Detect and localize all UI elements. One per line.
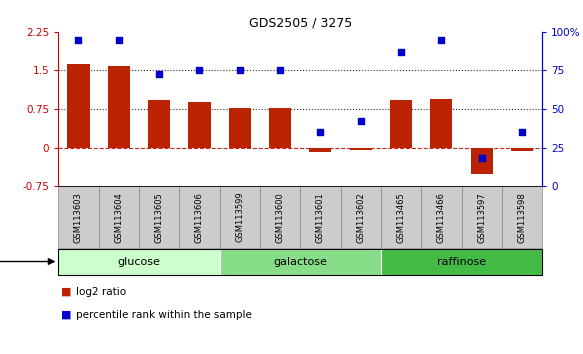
- Text: GSM113597: GSM113597: [477, 192, 486, 242]
- Bar: [108, 66, 130, 148]
- Text: GSM113466: GSM113466: [437, 192, 446, 242]
- Point: [517, 130, 526, 135]
- Bar: [58, 186, 99, 248]
- Point: [74, 37, 83, 42]
- Point: [235, 68, 244, 73]
- Bar: [229, 108, 251, 148]
- Bar: [310, 148, 332, 152]
- Bar: [260, 186, 300, 248]
- Point: [356, 119, 366, 124]
- Point: [154, 71, 164, 76]
- Bar: [220, 186, 260, 248]
- Bar: [390, 100, 412, 148]
- Point: [195, 68, 204, 73]
- Point: [477, 156, 486, 161]
- Bar: [381, 250, 542, 275]
- Text: log2 ratio: log2 ratio: [76, 287, 126, 297]
- Bar: [269, 108, 291, 148]
- Text: glucose: glucose: [118, 257, 160, 267]
- Bar: [139, 186, 180, 248]
- Title: GDS2505 / 3275: GDS2505 / 3275: [248, 16, 352, 29]
- Bar: [430, 99, 452, 148]
- Text: raffinose: raffinose: [437, 257, 486, 267]
- Text: GSM113604: GSM113604: [114, 192, 123, 242]
- Point: [396, 49, 406, 55]
- Bar: [300, 186, 340, 248]
- Bar: [462, 186, 502, 248]
- Text: GSM113605: GSM113605: [154, 192, 164, 242]
- Bar: [58, 250, 220, 275]
- Text: ■: ■: [61, 310, 72, 320]
- Text: GSM113602: GSM113602: [356, 192, 365, 242]
- Point: [437, 37, 446, 42]
- Text: GSM113600: GSM113600: [276, 192, 285, 242]
- Point: [275, 68, 285, 73]
- Bar: [180, 186, 220, 248]
- Bar: [350, 148, 372, 150]
- Text: GSM113598: GSM113598: [518, 192, 526, 242]
- Text: GSM113606: GSM113606: [195, 192, 204, 242]
- Bar: [421, 186, 462, 248]
- Bar: [148, 100, 170, 148]
- Point: [114, 37, 124, 42]
- Point: [316, 130, 325, 135]
- Bar: [340, 186, 381, 248]
- Text: GSM113603: GSM113603: [74, 192, 83, 242]
- Bar: [511, 148, 533, 151]
- Text: percentile rank within the sample: percentile rank within the sample: [76, 310, 252, 320]
- Text: GSM113465: GSM113465: [396, 192, 406, 242]
- Bar: [99, 186, 139, 248]
- Text: GSM113601: GSM113601: [316, 192, 325, 242]
- Text: galactose: galactose: [273, 257, 327, 267]
- Bar: [502, 186, 542, 248]
- Text: GSM113599: GSM113599: [236, 192, 244, 242]
- Bar: [381, 186, 421, 248]
- Text: ■: ■: [61, 287, 72, 297]
- Bar: [188, 102, 210, 148]
- Bar: [68, 64, 90, 148]
- Bar: [470, 148, 493, 175]
- Bar: [220, 250, 381, 275]
